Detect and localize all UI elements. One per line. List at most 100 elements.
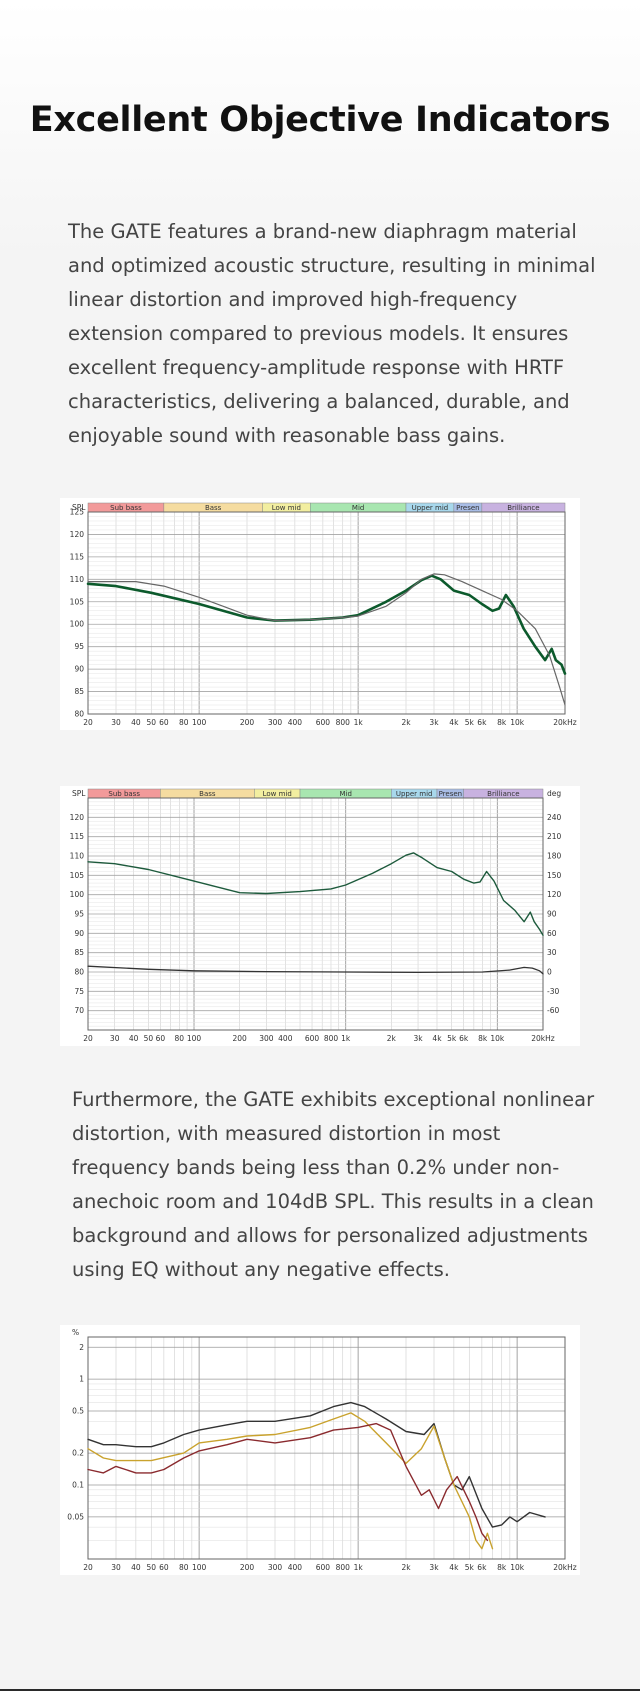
x-tick-label: 400: [288, 1563, 303, 1572]
x-tick-label: 300: [268, 1563, 283, 1572]
y-tick-labels: 0.05 0.1 0.2 0.5 1 2: [67, 1343, 84, 1522]
x-tick-label: 3k: [429, 718, 439, 727]
y-tick-label: 0.5: [72, 1407, 84, 1416]
y-axis-label: %: [72, 1328, 79, 1337]
x-tick-label: 50: [144, 1034, 154, 1043]
plot-frame: [87, 511, 566, 715]
y2-tick-label: -60: [547, 1006, 559, 1015]
x-tick-label: 200: [240, 1563, 255, 1572]
y-tick-label: 95: [74, 642, 84, 651]
y-tick-label: 85: [74, 948, 84, 957]
y-tick-label: 70: [74, 1006, 84, 1015]
x-tick-label: 600: [316, 1563, 331, 1572]
x-tick-label: 10k: [490, 1034, 505, 1043]
y-gridlines: [88, 797, 543, 1031]
x-tick-label: 20: [83, 718, 93, 727]
x-tick-labels: 20 30 40 50 60 80 100 200 300 400 600 800 1k 2k 3k 4k 5k…: [83, 718, 577, 727]
y-tick-label: 105: [70, 871, 85, 880]
x-tick-label: 10k: [510, 1563, 525, 1572]
series-line-1: [87, 965, 544, 975]
y-tick-labels: 80 85 90 95 100 105 110 115 120 125: [70, 508, 85, 719]
distortion-paragraph: Furthermore, the GATE exhibits exception…: [72, 1088, 595, 1281]
x-tick-label: 5k: [465, 718, 475, 727]
x-tick-label: 1k: [354, 718, 364, 727]
x-tick-labels: 20 30 40 50 60 80 100 200 300 400 600 800 1k 2k 3k 4k 5k…: [83, 1034, 555, 1043]
x-tick-label: 6k: [459, 1034, 469, 1043]
y-tick-label: 80: [74, 710, 84, 719]
y2-tick-label: 30: [547, 948, 557, 957]
y-tick-labels: 70 75 80 85 90 95 100 105 110 115 120: [70, 813, 85, 1015]
y-tick-label: 125: [70, 508, 85, 517]
x-tick-label: 300: [268, 718, 283, 727]
y2-tick-labels: -60 -30 0 30 60 90 120 150 180 210 240: [547, 813, 562, 1015]
y2-tick-label: 240: [547, 813, 562, 822]
band-label: Bass: [205, 504, 222, 512]
x-tick-label: 8k: [478, 1034, 488, 1043]
frequency-phase-chart: Sub bass Bass Low mid Mid Upper mid Presen Bri…: [60, 786, 580, 1046]
x-tick-label: 60: [159, 1563, 169, 1572]
plot-area: [88, 1337, 565, 1559]
y2-tick-label: 150: [547, 871, 562, 880]
y2-tick-label: 180: [547, 852, 562, 861]
y-tick-label: 90: [74, 929, 84, 938]
series-line-1: [87, 1412, 494, 1550]
y-tick-label: 1: [79, 1375, 84, 1384]
y-tick-label: 90: [74, 665, 84, 674]
series-line-1: [87, 573, 566, 706]
y-tick-label: 0.1: [72, 1481, 84, 1490]
y-tick-label: 80: [74, 968, 84, 977]
plot-area: [88, 512, 565, 714]
y-gridlines: [88, 511, 565, 715]
y-gridlines: [88, 1346, 565, 1560]
band-bar: Sub bass Bass Low mid Mid Upper mid Presen Bri…: [87, 502, 566, 513]
x-tick-label: 600: [305, 1034, 320, 1043]
y-tick-label: 110: [70, 852, 85, 861]
y-tick-label: 105: [70, 597, 85, 606]
x-tick-label: 800: [324, 1034, 339, 1043]
x-tick-label: 400: [288, 718, 303, 727]
band-label: Sub bass: [110, 504, 142, 512]
x-tick-label: 200: [240, 718, 255, 727]
distortion-chart: 0.05 0.1 0.2 0.5 1 2% 20 30 40 50 60 80 100 200 300 400…: [60, 1325, 580, 1575]
bottom-border: [0, 1689, 640, 1691]
band-label: Low mid: [263, 790, 292, 798]
x-tick-label: 300: [259, 1034, 274, 1043]
y-tick-label: 0.05: [67, 1512, 84, 1521]
x-tick-label: 60: [156, 1034, 166, 1043]
x-tick-label: 600: [316, 718, 331, 727]
y2-tick-label: 90: [547, 910, 557, 919]
intro-paragraph: The GATE features a brand-new diaphragm …: [68, 220, 596, 447]
x-tick-label: 5k: [465, 1563, 475, 1572]
x-tick-label: 8k: [497, 718, 507, 727]
x-tick-label: 3k: [413, 1034, 423, 1043]
band-label: Brilliance: [487, 790, 519, 798]
y-tick-label: 120: [70, 813, 85, 822]
x-tick-label: 60: [159, 718, 169, 727]
x-tick-label: 800: [336, 1563, 351, 1572]
y2-tick-label: 0: [547, 968, 552, 977]
y-tick-label: 2: [79, 1343, 84, 1352]
y-tick-label: 115: [70, 832, 85, 841]
x-tick-label: 30: [110, 1034, 120, 1043]
x-tick-label: 30: [111, 1563, 121, 1572]
band-label: Brilliance: [507, 504, 539, 512]
band-label: Upper mid: [396, 790, 433, 798]
x-tick-label: 20kHz: [553, 1563, 577, 1572]
band-label: Bass: [199, 790, 216, 798]
y2-axis-label: deg: [547, 789, 561, 798]
x-tick-label: 20: [83, 1563, 93, 1572]
x-tick-label: 2k: [387, 1034, 397, 1043]
y-tick-label: 85: [74, 687, 84, 696]
x-tick-label: 80: [179, 718, 189, 727]
band-label: Low mid: [272, 504, 301, 512]
x-tick-label: 800: [336, 718, 351, 727]
x-tick-label: 2k: [401, 1563, 411, 1572]
x-tick-label: 6k: [477, 1563, 487, 1572]
y-tick-label: 100: [70, 890, 85, 899]
y-tick-label: 0.2: [72, 1449, 84, 1458]
band-bar: Sub bass Bass Low mid Mid Upper mid Presen Bri…: [87, 788, 544, 799]
band-label: Presen: [439, 790, 463, 798]
x-tick-label: 4k: [449, 718, 459, 727]
x-tick-label: 20: [83, 1034, 93, 1043]
x-tick-label: 100: [187, 1034, 202, 1043]
